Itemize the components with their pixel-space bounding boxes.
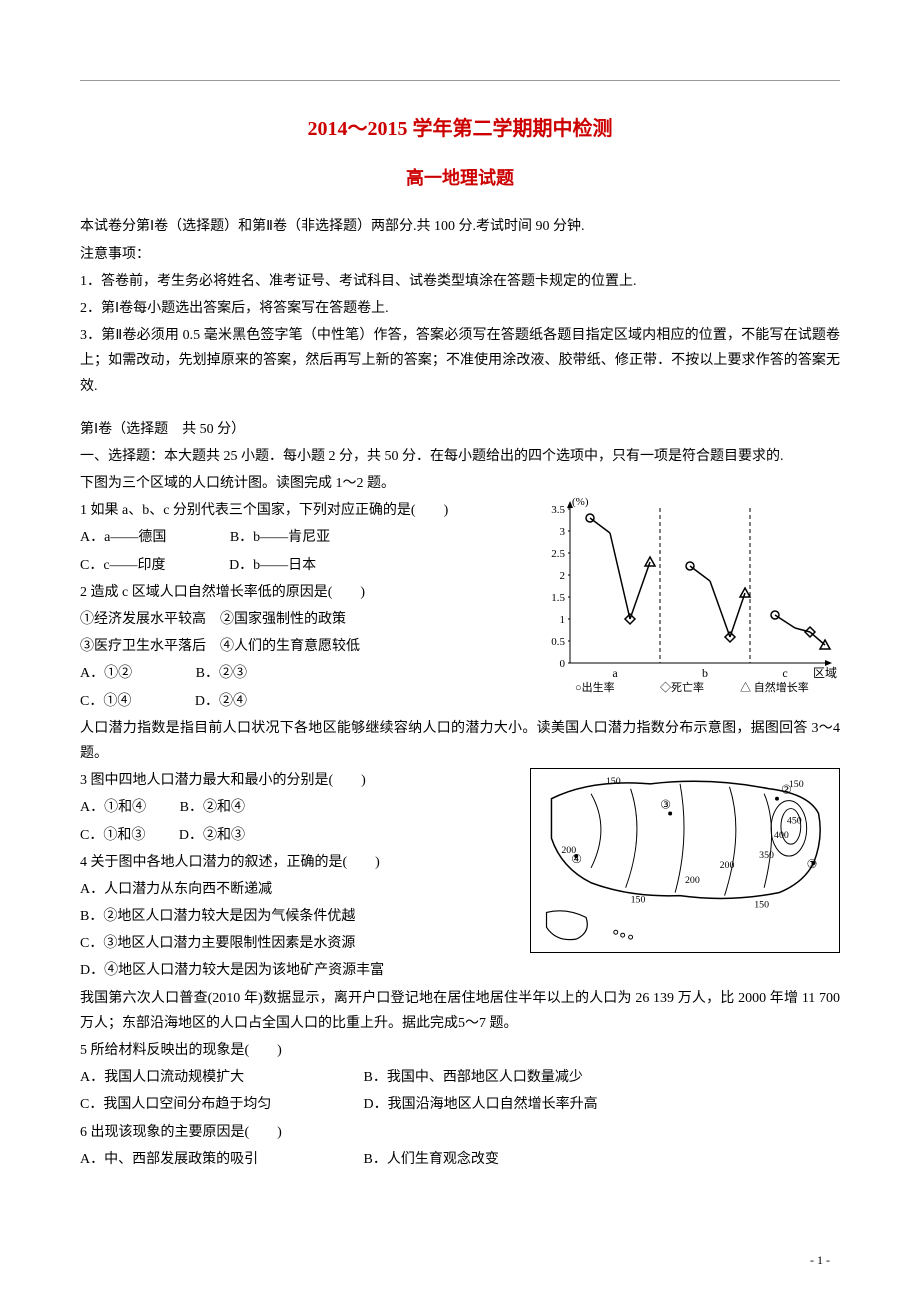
svg-text:b: b: [702, 666, 708, 680]
q5-row1: A．我国人口流动规模扩大 B．我国中、西部地区人口数量减少: [80, 1065, 840, 1090]
svg-text:a: a: [612, 666, 618, 680]
q1-optD: D．b——日本: [229, 553, 316, 578]
q1-row1: A．a——德国 B．b——肯尼亚: [80, 525, 490, 550]
q3-row2: C．①和③ D．②和③: [80, 823, 470, 848]
q2-optC: C．①④: [80, 689, 131, 714]
q6-stem: 6 出现该现象的主要原因是( ): [80, 1120, 840, 1145]
svg-text:区域: 区域: [813, 666, 837, 680]
q5-optC: C．我国人口空间分布趋于均匀: [80, 1092, 360, 1117]
q3-4-block: 3 图中四地人口潜力最大和最小的分别是( ) A．①和④ B．②和④ C．①和③…: [80, 768, 840, 929]
q3-row1: A．①和④ B．②和④: [80, 795, 470, 820]
q5-optA: A．我国人口流动规模扩大: [80, 1065, 360, 1090]
q1-optC: C．c——印度: [80, 553, 166, 578]
q4-optA: A．人口潜力从东向西不断递减: [80, 877, 470, 902]
q3-optB: B．②和④: [180, 795, 245, 820]
svg-text:○出生率: ○出生率: [575, 680, 615, 693]
q2-line2: ③医疗卫生水平落后 ④人们的生育意愿较低: [80, 634, 490, 659]
q2-stem: 2 造成 c 区域人口自然增长率低的原因是( ): [80, 580, 490, 605]
intro-p5: 3．第Ⅱ卷必须用 0.5 毫米黑色签字笔（中性笔）作答，答案必须写在答题纸各题目…: [80, 323, 840, 399]
intro-p3: 1．答卷前，考生务必将姓名、准考证号、考试科目、试卷类型填涂在答题卡规定的位置上…: [80, 269, 840, 294]
q2-row1: A．①② B．②③: [80, 661, 490, 686]
usa-map: 150 150 150 150 200 200 200 350 400 450 …: [530, 768, 840, 953]
q2-line1: ①经济发展水平较高 ②国家强制性的政策: [80, 607, 490, 632]
q1-row2: C．c——印度 D．b——日本: [80, 553, 490, 578]
svg-text:1: 1: [560, 614, 566, 626]
svg-text:3.5: 3.5: [551, 504, 565, 516]
q3-stem: 3 图中四地人口潜力最大和最小的分别是( ): [80, 768, 470, 793]
top-divider: [80, 80, 840, 81]
svg-text:2.5: 2.5: [551, 548, 565, 560]
population-chart: (%) 0 0.5 1 1.5 2 2.5 3 3.5 a b c 区域: [530, 493, 840, 693]
map-point-labels: ① ② ③ ④: [571, 783, 817, 871]
svg-text:150: 150: [606, 776, 621, 787]
svg-text:400: 400: [774, 830, 789, 841]
q5-7-stem: 我国第六次人口普查(2010 年)数据显示，离开户口登记地在居住地居住半年以上的…: [80, 986, 840, 1036]
svg-text:0: 0: [560, 658, 566, 670]
map-contour-labels: 150 150 150 150 200 200 200 350 400 450: [561, 776, 803, 911]
legend: ○出生率 ◇死亡率 △ 自然增长率: [575, 680, 809, 693]
intro-p4: 2．第Ⅰ卷每小题选出答案后，将答案写在答题卷上.: [80, 296, 840, 321]
svg-text:3: 3: [560, 526, 566, 538]
q5-row2: C．我国人口空间分布趋于均匀 D．我国沿海地区人口自然增长率升高: [80, 1092, 840, 1117]
q1-stem: 1 如果 a、b、c 分别代表三个国家，下列对应正确的是( ): [80, 498, 490, 523]
q3-optA: A．①和④: [80, 795, 146, 820]
svg-text:②: ②: [781, 783, 792, 797]
q3-optC: C．①和③: [80, 823, 145, 848]
svg-text:△ 自然增长率: △ 自然增长率: [740, 680, 809, 693]
svg-text:350: 350: [759, 850, 774, 861]
page-number: - 1 -: [810, 1250, 830, 1272]
q3-optD: D．②和③: [179, 823, 245, 848]
section-heading: 第Ⅰ卷（选择题 共 50 分）: [80, 417, 840, 442]
q5-optB: B．我国中、西部地区人口数量减少: [364, 1065, 644, 1090]
q6-optA: A．中、西部发展政策的吸引: [80, 1147, 360, 1172]
main-title: 2014～2015 学年第二学期期中检测: [80, 111, 840, 147]
q4-optB: B．②地区人口潜力较大是因为气候条件优越: [80, 904, 470, 929]
svg-text:c: c: [782, 666, 787, 680]
sub-title: 高一地理试题: [80, 162, 840, 194]
y-ticks: 0 0.5 1 1.5 2 2.5 3 3.5: [551, 504, 565, 670]
q4-stem: 4 关于图中各地人口潜力的叙述，正确的是( ): [80, 850, 470, 875]
q1-optB: B．b——肯尼亚: [230, 525, 330, 550]
q5-optD: D．我国沿海地区人口自然增长率升高: [364, 1092, 644, 1117]
q1-optA: A．a——德国: [80, 525, 166, 550]
svg-text:1.5: 1.5: [551, 592, 565, 604]
svg-text:450: 450: [787, 816, 802, 827]
svg-text:150: 150: [754, 900, 769, 911]
svg-text:◇死亡率: ◇死亡率: [660, 680, 704, 693]
x-labels: a b c 区域: [612, 666, 837, 680]
q6-optB: B．人们生育观念改变: [364, 1147, 644, 1172]
y-label: (%): [572, 496, 589, 508]
svg-text:200: 200: [720, 860, 735, 871]
q5-stem: 5 所给材料反映出的现象是( ): [80, 1038, 840, 1063]
intro-p1: 本试卷分第Ⅰ卷（选择题）和第Ⅱ卷（非选择题）两部分.共 100 分.考试时间 9…: [80, 214, 840, 239]
q2-optA: A．①②: [80, 661, 132, 686]
q2-row2: C．①④ D．②④: [80, 689, 490, 714]
section-instruction: 一、选择题：本大题共 25 小题．每小题 2 分，共 50 分．在每小题给出的四…: [80, 444, 840, 469]
svg-text:④: ④: [571, 852, 582, 866]
svg-text:2: 2: [560, 570, 566, 582]
q1-2-block: 1 如果 a、b、c 分别代表三个国家，下列对应正确的是( ) A．a——德国 …: [80, 498, 840, 714]
svg-text:0.5: 0.5: [551, 636, 565, 648]
svg-text:200: 200: [685, 875, 700, 886]
q3-4-stem: 人口潜力指数是指目前人口状况下各地区能够继续容纳人口的潜力大小。读美国人口潜力指…: [80, 716, 840, 766]
intro-p2: 注意事项：: [80, 242, 840, 267]
svg-text:150: 150: [631, 895, 646, 906]
q2-optB: B．②③: [196, 661, 247, 686]
q6-row1: A．中、西部发展政策的吸引 B．人们生育观念改变: [80, 1147, 840, 1172]
svg-text:③: ③: [660, 798, 671, 812]
q2-optD: D．②④: [195, 689, 247, 714]
q4-optD: D．④地区人口潜力较大是因为该地矿产资源丰富: [80, 958, 840, 983]
